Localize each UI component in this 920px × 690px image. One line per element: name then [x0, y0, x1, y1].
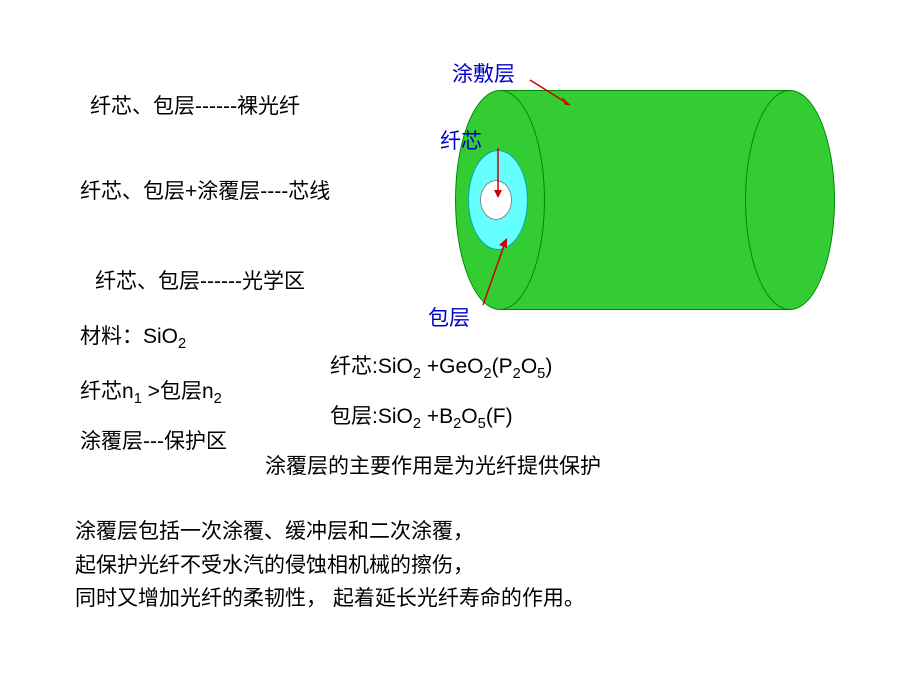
idx-pre: 纤芯n [80, 380, 134, 403]
text-protect: 涂覆层的主要作用是为光纤提供保护 [265, 450, 601, 480]
cm-s1: 2 [413, 366, 421, 382]
material-sub: 2 [178, 336, 186, 352]
arrow-core [493, 148, 513, 203]
core-material: 纤芯:SiO2 +GeO2(P2O5) [330, 350, 552, 382]
label-core: 纤芯 [440, 125, 482, 155]
text-line-2: 纤芯、包层+涂覆层----芯线 [80, 175, 330, 205]
para-line-2: 起保护光纤不受水汽的侵蚀相机械的擦伤， [75, 549, 585, 583]
text-material: 材料：SiO2 [80, 320, 186, 352]
clad-pre: 包层:SiO [330, 405, 413, 428]
cm-ps1: 2 [513, 366, 521, 382]
arrow-cladding [478, 235, 518, 310]
idx-mid: >包层n [142, 380, 214, 403]
cm-mid: +GeO [421, 355, 483, 378]
cylinder-end-cap [745, 90, 835, 310]
paragraph: 涂覆层包括一次涂覆、缓冲层和二次涂覆， 起保护光纤不受水汽的侵蚀相机械的擦伤， … [75, 515, 585, 616]
clad-end: (F) [486, 405, 513, 428]
idx-sub1: 1 [134, 391, 142, 407]
idx-sub2: 2 [214, 391, 222, 407]
clad-o: O [461, 405, 477, 428]
cm-pm: O [521, 355, 537, 378]
cm-pre: 纤芯:SiO [330, 355, 413, 378]
para-line-3: 同时又增加光纤的柔韧性， 起着延长光纤寿命的作用。 [75, 582, 585, 616]
clad-mid: +B [421, 405, 453, 428]
para-line-1: 涂覆层包括一次涂覆、缓冲层和二次涂覆， [75, 515, 585, 549]
cm-s2: 2 [483, 366, 491, 382]
clad-s1: 2 [413, 416, 421, 432]
material-prefix: 材料：SiO [80, 325, 178, 348]
cm-pp: (P [492, 355, 513, 378]
label-cladding: 包层 [428, 302, 470, 332]
label-coating: 涂敷层 [452, 58, 515, 88]
text-line-1: 纤芯、包层------裸光纤 [90, 90, 300, 120]
clad-s3: 5 [478, 416, 486, 432]
arrow-coating [530, 80, 580, 110]
text-index: 纤芯n1 >包层n2 [80, 375, 222, 407]
cm-pe: ) [545, 355, 552, 378]
text-line-3: 纤芯、包层------光学区 [95, 265, 305, 295]
cladding-material: 包层:SiO2 +B2O5(F) [330, 400, 513, 432]
text-coating-zone: 涂覆层---保护区 [80, 425, 227, 455]
